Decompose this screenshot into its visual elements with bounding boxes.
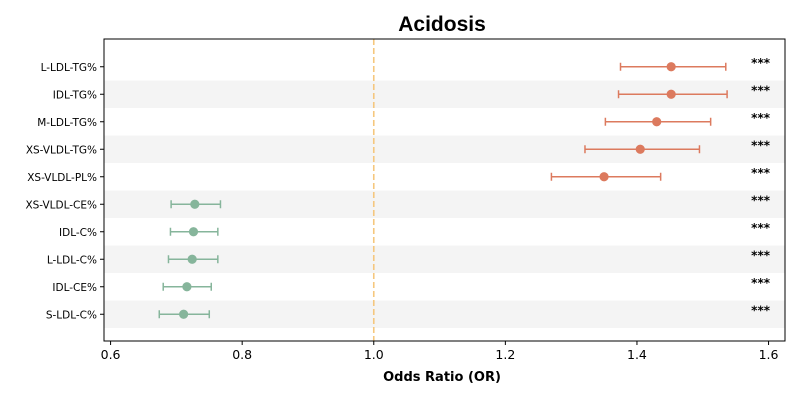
data-row: XS-VLDL-CE% ***: [25, 193, 770, 211]
chart-title: Acidosis: [398, 13, 486, 36]
x-axis-label: Odds Ratio (OR): [383, 370, 501, 385]
significance-label: ***: [751, 56, 771, 70]
significance-label: ***: [751, 276, 771, 290]
point-estimate: [188, 227, 199, 237]
data-row: XS-VLDL-PL% ***: [27, 166, 770, 184]
x-tick-label: 0.8: [232, 347, 252, 362]
data-row: XS-VLDL-TG% ***: [26, 138, 771, 156]
significance-label: ***: [751, 111, 771, 125]
y-tick-label: S-LDL-C%: [46, 309, 97, 321]
significance-label: ***: [751, 138, 771, 152]
x-tick-label: 0.6: [101, 347, 121, 362]
data-row: M-LDL-TG% ***: [37, 111, 771, 129]
y-tick-label: IDL-C%: [59, 227, 97, 239]
x-tick-label: 1.0: [364, 347, 384, 362]
data-row: IDL-CE% ***: [52, 276, 770, 294]
significance-label: ***: [751, 83, 771, 97]
significance-label: ***: [751, 221, 771, 235]
point-estimate: [635, 144, 645, 154]
point-estimate: [599, 172, 609, 182]
point-estimate: [187, 254, 197, 264]
point-estimate: [190, 199, 200, 209]
significance-label: ***: [751, 166, 771, 180]
y-tick-label: XS-VLDL-CE%: [25, 199, 97, 211]
data-row: L-LDL-C% ***: [47, 248, 771, 266]
point-estimate: [652, 117, 662, 127]
data-row: L-LDL-TG% ***: [41, 56, 771, 74]
y-tick-label: M-LDL-TG%: [37, 117, 97, 129]
point-estimate: [179, 309, 189, 319]
y-tick-label: XS-VLDL-PL%: [27, 172, 97, 184]
point-estimate: [666, 89, 676, 99]
y-tick-label: IDL-CE%: [52, 282, 97, 294]
y-tick-label: L-LDL-TG%: [41, 62, 97, 74]
y-tick-label: XS-VLDL-TG%: [26, 144, 97, 156]
x-tick-label: 1.4: [627, 347, 647, 362]
x-tick-label: 1.2: [495, 347, 515, 362]
row-band: [104, 300, 785, 328]
point-estimate: [666, 62, 676, 72]
significance-label: ***: [751, 248, 771, 262]
y-tick-label: L-LDL-C%: [47, 254, 97, 266]
significance-label: ***: [751, 193, 771, 207]
axes-frame: [103, 38, 786, 342]
x-axis-ticks: 0.6 0.8 1.0 1.2 1.4 1.6: [101, 341, 779, 362]
data-rows: L-LDL-TG% ***IDL-TG% ***M-LDL-TG% ***XS-VLD…: [25, 56, 770, 322]
data-row: IDL-TG% ***: [53, 83, 771, 101]
data-row: IDL-C% ***: [59, 221, 771, 239]
x-tick-label: 1.6: [759, 347, 779, 362]
point-estimate: [182, 282, 192, 292]
y-tick-label: IDL-TG%: [53, 89, 97, 101]
significance-label: ***: [751, 303, 771, 317]
data-row: S-LDL-C% ***: [46, 303, 771, 321]
